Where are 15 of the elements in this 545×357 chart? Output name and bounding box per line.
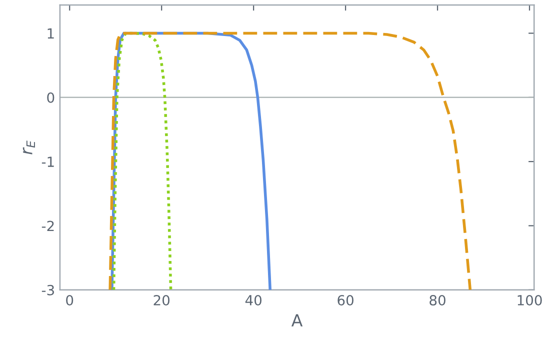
y-axis-title: r$_{E}$ bbox=[22, 140, 35, 154]
y-tick-label: -2 bbox=[42, 220, 54, 231]
y-tick-label: 1 bbox=[48, 28, 54, 39]
line-series bbox=[112, 32, 172, 290]
y-tick-label: 0 bbox=[47, 92, 54, 103]
x-tick-label: 80 bbox=[430, 294, 446, 306]
x-tick-label: 0 bbox=[66, 294, 74, 306]
line-series bbox=[108, 32, 472, 290]
x-tick-label: 60 bbox=[338, 294, 354, 306]
x-tick-label: 20 bbox=[154, 294, 170, 306]
x-tick-label: 40 bbox=[245, 294, 262, 306]
x-axis-title: A bbox=[291, 314, 303, 326]
y-tick-label: -1 bbox=[42, 156, 54, 167]
y-tick-label: -3 bbox=[42, 284, 54, 296]
x-tick-label: 100 bbox=[518, 294, 542, 306]
